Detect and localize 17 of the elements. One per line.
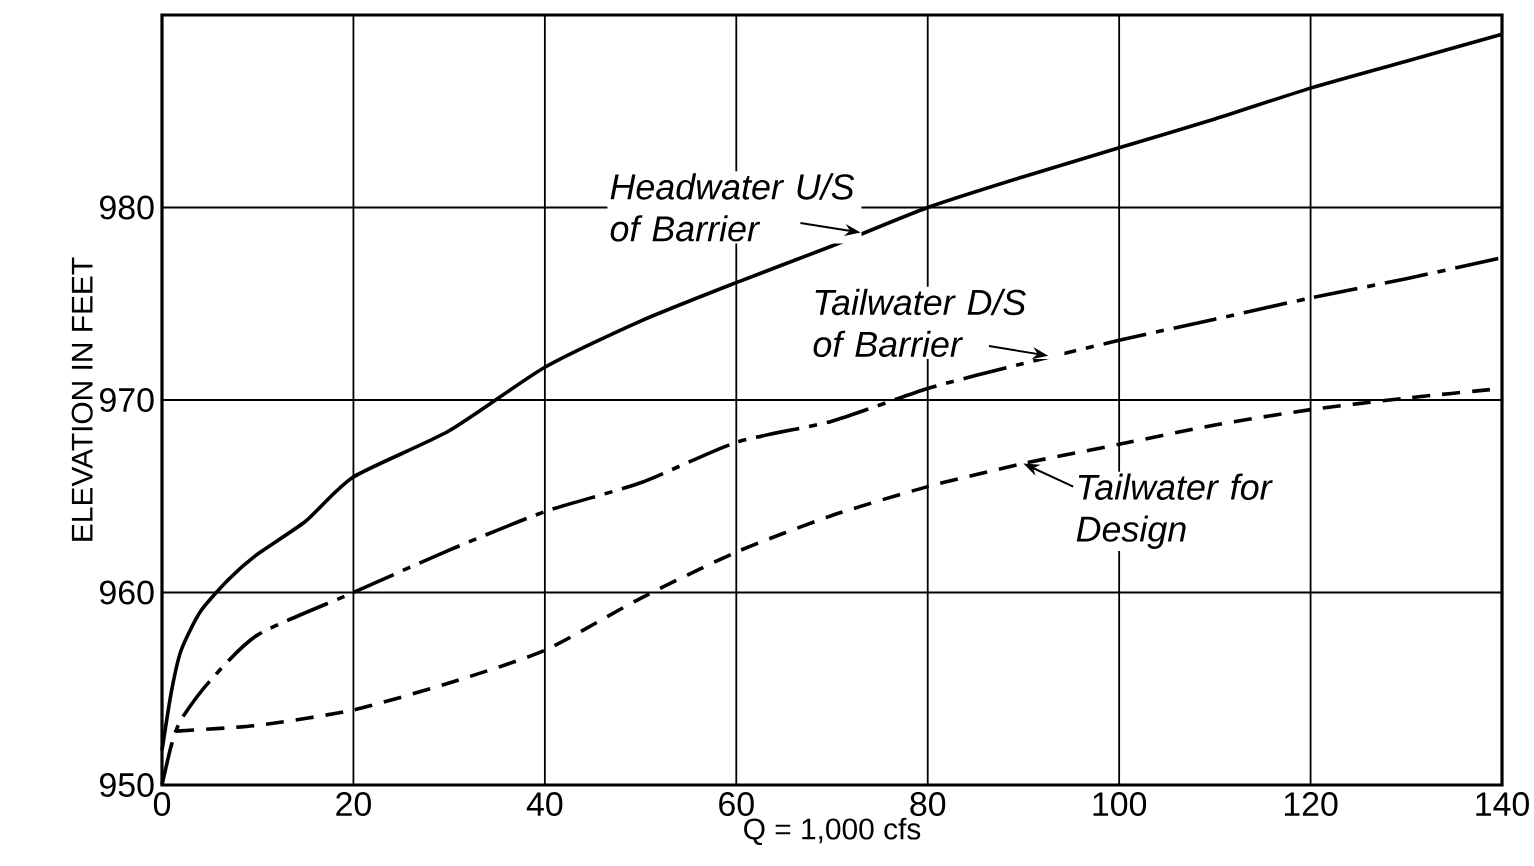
- x-tick-label: 120: [1284, 792, 1338, 817]
- annotation: Tailwater for Design: [1076, 473, 1273, 549]
- annotation: Tailwater D/S of Barrier: [813, 288, 1026, 357]
- x-tick-label: 40: [526, 792, 563, 817]
- x-tick-label: 0: [153, 792, 171, 817]
- y-tick-label: 960: [100, 580, 154, 605]
- x-tick-label: 100: [1093, 792, 1147, 817]
- annotation: Headwater U/S of Barrier: [610, 173, 855, 242]
- y-tick-label: 970: [100, 388, 154, 412]
- y-axis-title: ELEVATION IN FEET: [71, 257, 93, 541]
- y-tick-label: 980: [100, 195, 154, 220]
- x-axis-title: Q = 1,000 cfs: [744, 817, 921, 845]
- x-tick-label: 60: [719, 792, 754, 817]
- x-tick-label: 80: [910, 792, 946, 817]
- x-tick-label: 20: [336, 792, 371, 817]
- x-tick-label: 140: [1476, 792, 1529, 817]
- y-tick-label: 950: [100, 773, 154, 797]
